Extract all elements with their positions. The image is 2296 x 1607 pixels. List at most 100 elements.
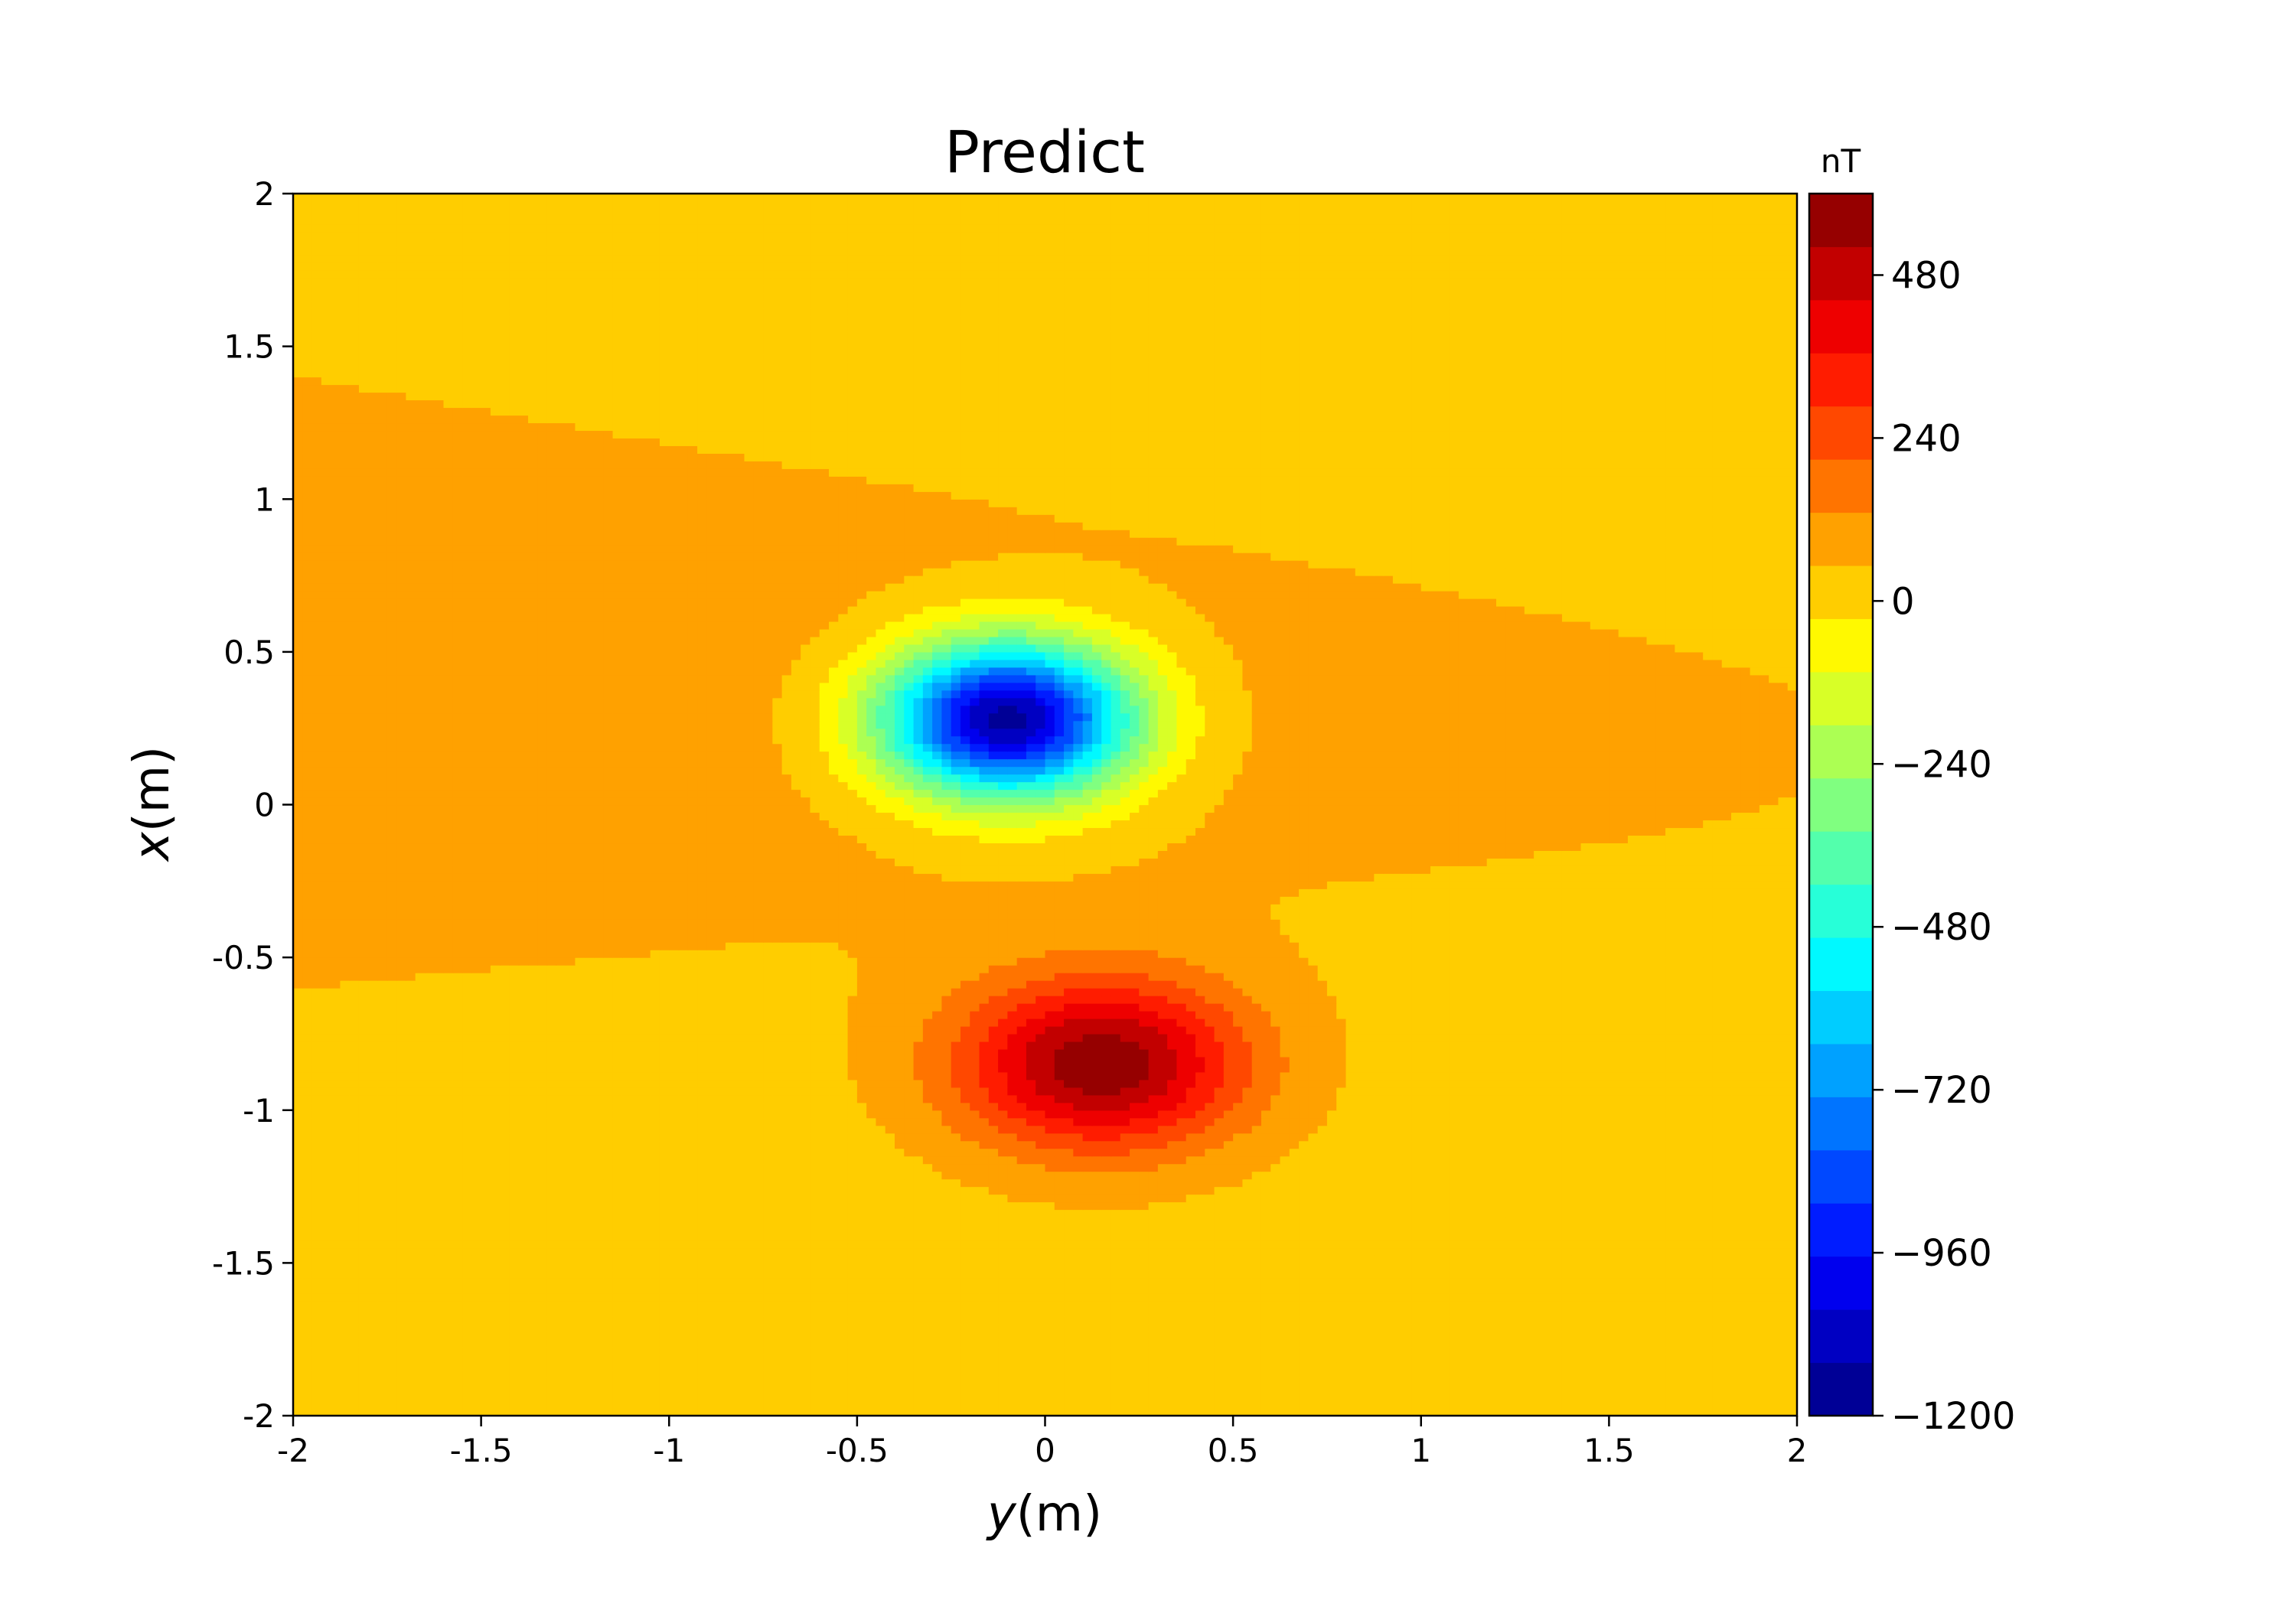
contour-cell — [321, 1255, 331, 1263]
contour-cell — [1580, 1240, 1591, 1249]
contour-cell — [1091, 1324, 1102, 1332]
contour-cell — [1317, 1362, 1328, 1371]
contour-cell — [998, 1232, 1008, 1241]
contour-cell — [706, 1400, 717, 1409]
contour-cell — [697, 1224, 707, 1234]
contour-cell — [856, 1400, 867, 1409]
contour-cell — [988, 1339, 999, 1348]
contour-cell — [678, 1347, 689, 1355]
contour-cell — [566, 1278, 576, 1286]
contour-cell — [772, 1339, 783, 1348]
contour-cell — [1590, 1186, 1600, 1195]
contour-cell — [443, 1286, 454, 1294]
contour-cell — [735, 1370, 745, 1378]
contour-cell — [1101, 1370, 1112, 1378]
contour-cell — [396, 1178, 406, 1188]
contour-cell — [1684, 1240, 1694, 1249]
contour-cell — [1552, 1362, 1563, 1371]
contour-cell — [669, 1393, 680, 1401]
contour-cell — [518, 1171, 529, 1180]
contour-cell — [1007, 1232, 1018, 1241]
contour-cell — [1148, 1339, 1159, 1348]
contour-cell — [349, 1408, 360, 1416]
contour-cell — [537, 1255, 548, 1263]
contour-cell — [1769, 1309, 1779, 1317]
contour-cell — [1505, 1316, 1516, 1325]
contour-cell — [612, 1400, 623, 1409]
contour-cell — [706, 1224, 717, 1234]
contour-cell — [876, 1316, 886, 1325]
contour-cell — [396, 1385, 406, 1393]
contour-cell — [641, 1286, 651, 1294]
contour-cell — [1157, 1278, 1168, 1286]
contour-cell — [1365, 1278, 1375, 1286]
contour-cell — [1721, 1247, 1732, 1256]
contour-cell — [913, 1201, 924, 1211]
contour-cell — [1383, 1339, 1394, 1348]
contour-cell — [556, 1217, 566, 1226]
contour-cell — [1430, 1385, 1440, 1393]
contour-cell — [1091, 1309, 1102, 1317]
contour-cell — [621, 1309, 632, 1317]
contour-cell — [1223, 1377, 1234, 1386]
contour-cell — [791, 1224, 801, 1234]
contour-cell — [716, 1370, 726, 1378]
contour-cell — [1675, 1400, 1685, 1409]
contour-cell — [791, 1316, 801, 1325]
contour-cell — [1186, 1263, 1196, 1271]
contour-cell — [1073, 1332, 1084, 1340]
contour-cell — [1646, 1263, 1657, 1271]
contour-cell — [1120, 1354, 1130, 1363]
contour-cell — [781, 1339, 792, 1348]
contour-cell — [1411, 1400, 1422, 1409]
contour-cell — [1750, 1316, 1760, 1325]
contour-cell — [1787, 1240, 1797, 1249]
contour-cell — [970, 1339, 980, 1348]
contour-cell — [1054, 1309, 1065, 1317]
contour-cell — [1627, 1201, 1638, 1211]
contour-cell — [1609, 1270, 1619, 1279]
contour-cell — [1007, 1178, 1018, 1188]
contour-cell — [1543, 1286, 1554, 1294]
contour-cell — [932, 1309, 943, 1317]
contour-cell — [1345, 1201, 1356, 1211]
contour-cell — [1157, 1316, 1168, 1325]
contour-cell — [810, 1316, 820, 1325]
contour-cell — [1355, 1400, 1365, 1409]
contour-cell — [876, 1332, 886, 1340]
contour-cell — [1355, 1408, 1365, 1416]
contour-cell — [913, 1263, 924, 1271]
contour-cell — [1675, 1377, 1685, 1386]
contour-cell — [829, 1224, 839, 1234]
contour-cell — [1458, 1232, 1469, 1241]
contour-cell — [1336, 1316, 1347, 1325]
contour-cell — [621, 1332, 632, 1340]
contour-cell — [1721, 1377, 1732, 1386]
contour-cell — [1064, 1293, 1074, 1302]
contour-cell — [377, 1377, 388, 1386]
contour-cell — [1721, 1232, 1732, 1241]
contour-cell — [772, 1240, 783, 1249]
contour-cell — [1073, 1278, 1084, 1286]
contour-cell — [566, 1301, 576, 1309]
contour-cell — [885, 1385, 895, 1393]
contour-cell — [311, 1194, 322, 1203]
contour-cell — [1420, 1385, 1431, 1393]
contour-cell — [1449, 1255, 1459, 1263]
contour-cell — [1609, 1377, 1619, 1386]
contour-cell — [1148, 1178, 1159, 1188]
contour-cell — [594, 1354, 604, 1363]
contour-cell — [904, 1178, 915, 1188]
contour-cell — [941, 1286, 952, 1294]
contour-cell — [331, 1347, 341, 1355]
contour-cell — [1655, 1385, 1666, 1393]
contour-cell — [1440, 1362, 1450, 1371]
contour-cell — [612, 1408, 623, 1416]
contour-cell — [509, 1247, 520, 1256]
contour-cell — [988, 1316, 999, 1325]
contour-cell — [1411, 1278, 1422, 1286]
contour-cell — [1534, 1186, 1544, 1195]
contour-cell — [716, 1270, 726, 1279]
contour-cell — [452, 1332, 463, 1340]
contour-cell — [838, 1347, 849, 1355]
